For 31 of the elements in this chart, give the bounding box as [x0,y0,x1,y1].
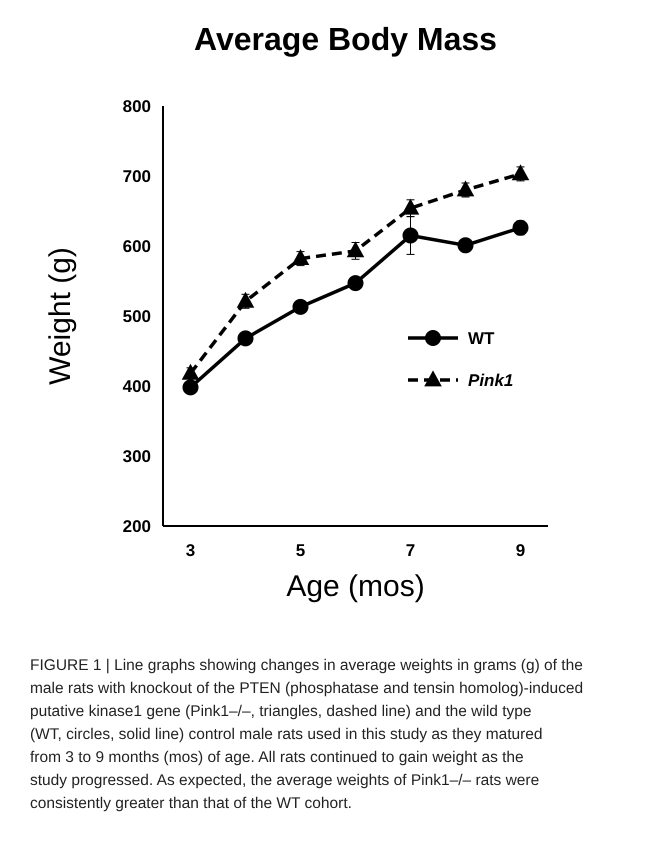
point [182,364,200,380]
point [458,237,474,254]
point [512,220,528,236]
y-tick-label: 700 [122,166,151,186]
x-tick-label: 5 [296,541,306,560]
caption: FIGURE 1 | Line graphs showing changes in average weights in grams (g) of the male rats with knockout of the PTEN (phosphatase and tensin homolog)-induced putative kinase1 gene (Pink1–/–, triangles, dashed line) and the wild type (WT, circles, solid line) control male rats used in this study as they matured from 3 to 9 months (mos) of age. All rats continued to gain weight as the study progressed. As expected, the average weights of Pink1–/– rats were consistently greater than that of the WT cohort. [30,657,584,812]
point [292,249,310,265]
chart-title: Average Body Mass [194,21,497,57]
y-tick-label: 200 [122,516,151,536]
point [348,275,364,292]
x-tick-label: 9 [516,541,526,560]
legend-label: WT [468,328,496,348]
y-axis-title: Weight (g) [44,247,77,385]
y-tick-label: 400 [122,376,151,396]
point [402,228,418,244]
point [182,379,198,396]
x-axis-title: Age (mos) [286,570,425,603]
x-tick-label: 3 [186,541,196,560]
legend-label: Pink1 [468,370,514,390]
point [238,330,254,346]
y-tick-label: 500 [122,306,151,326]
y-tick-label: 300 [122,446,151,466]
point [456,180,474,196]
point [292,298,308,315]
point [512,164,530,180]
y-tick-label: 800 [122,96,151,116]
y-tick-label: 600 [122,236,151,256]
point [236,292,254,308]
point [346,241,364,258]
x-tick-label: 7 [406,541,416,560]
point [402,198,420,215]
